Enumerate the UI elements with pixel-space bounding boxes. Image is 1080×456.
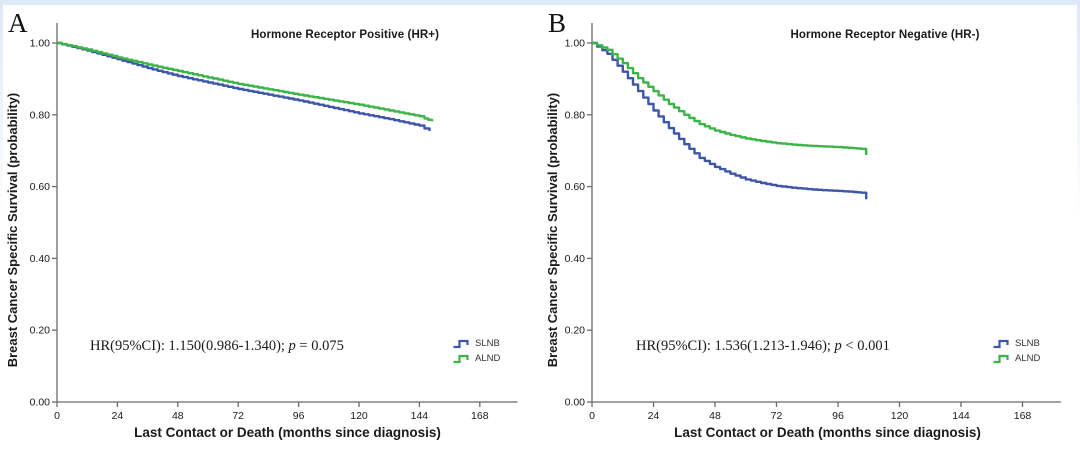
series-curve-alnd <box>57 41 434 122</box>
panel-letter-b: B <box>548 8 567 38</box>
x-tick-label: 72 <box>232 410 244 422</box>
x-tick-label: 96 <box>293 410 305 422</box>
legend: SLNB ALND <box>452 336 500 366</box>
step-line-icon <box>993 354 1009 364</box>
legend-label-slnb: SLNB <box>475 338 500 349</box>
x-tick-label: 72 <box>771 410 783 422</box>
y-tick-label: 0.40 <box>30 253 51 265</box>
legend-item-alnd: ALND <box>452 351 500 366</box>
series-curve-slnb <box>592 41 868 200</box>
x-tick-label: 0 <box>589 410 595 422</box>
legend-item-slnb: SLNB <box>452 336 500 351</box>
x-tick-label: 120 <box>891 410 909 422</box>
x-tick-label: 24 <box>112 410 124 422</box>
plot-title-hr-negative: Hormone Receptor Negative (HR-) <box>790 29 980 41</box>
panel-a: 0.00 0.20 0.40 0.60 0.80 1.00 0 24 48 72 96 120 144 1… <box>0 5 540 456</box>
series-curve-slnb <box>57 41 431 131</box>
y-tick-label: 0.60 <box>565 181 586 193</box>
x-tick-label: 144 <box>411 410 429 422</box>
x-tick-label: 168 <box>1014 410 1032 422</box>
legend-label-alnd: ALND <box>1015 353 1041 364</box>
annotation-text: HR(95%CI): 1.150(0.986-1.340); <box>90 338 289 354</box>
annotation-p-italic: p <box>288 338 296 354</box>
km-plot-hr-positive: 0.00 0.20 0.40 0.60 0.80 1.00 0 24 48 72 96 120 144 1… <box>30 23 518 422</box>
hazard-ratio-annotation: HR(95%CI): 1.536(1.213-1.946); p < 0.001 <box>636 338 890 355</box>
x-tick-label: 24 <box>648 410 660 422</box>
hazard-ratio-annotation: HR(95%CI): 1.150(0.986-1.340); p = 0.075 <box>90 338 344 355</box>
x-tick-label: 168 <box>471 410 489 422</box>
legend: SLNB ALND <box>992 336 1040 366</box>
y-axis-label: Breast Cancer Specific Survival (probabi… <box>5 92 20 368</box>
step-line-icon <box>453 354 469 364</box>
annotation-pvalue: = 0.075 <box>295 338 344 354</box>
page-right-strip <box>1077 0 1080 220</box>
annotation-p-italic: p <box>834 338 842 354</box>
panels-row: 0.00 0.20 0.40 0.60 0.80 1.00 0 24 48 72 96 120 144 1… <box>0 5 1080 456</box>
x-tick-label: 48 <box>172 410 184 422</box>
y-tick-label: 0.00 <box>30 397 51 409</box>
km-plot-hr-negative: 0.00 0.20 0.40 0.60 0.80 1.00 0 24 48 72 96 120 144 1… <box>565 23 1061 422</box>
x-tick-label: 144 <box>952 410 970 422</box>
legend-item-alnd: ALND <box>992 351 1040 366</box>
x-tick-label: 0 <box>54 410 60 422</box>
y-tick-label: 0.80 <box>30 109 51 121</box>
y-tick-label: 1.00 <box>30 38 51 50</box>
x-axis-label: Last Contact or Death (months since diag… <box>674 425 981 440</box>
y-tick-label: 0.40 <box>565 253 586 265</box>
y-tick-label: 0.60 <box>30 181 51 193</box>
y-tick-label: 0.20 <box>30 325 51 337</box>
y-tick-label: 0.00 <box>565 397 586 409</box>
step-line-icon <box>453 339 469 349</box>
step-line-icon <box>993 339 1009 349</box>
series-curve-alnd <box>592 41 868 155</box>
panel-b: 0.00 0.20 0.40 0.60 0.80 1.00 0 24 48 72 96 120 144 1… <box>540 5 1080 456</box>
plot-title-hr-positive: Hormone Receptor Positive (HR+) <box>250 29 440 41</box>
y-tick-label: 0.20 <box>565 325 586 337</box>
y-tick-label: 1.00 <box>565 38 586 50</box>
legend-label-slnb: SLNB <box>1015 338 1040 349</box>
page-left-strip <box>0 0 3 220</box>
x-tick-label: 120 <box>350 410 368 422</box>
x-axis-label: Last Contact or Death (months since diag… <box>134 425 441 440</box>
page-top-strip <box>0 0 1080 5</box>
annotation-pvalue: < 0.001 <box>841 338 890 354</box>
y-axis-label: Breast Cancer Specific Survival (probabi… <box>545 92 560 368</box>
annotation-text: HR(95%CI): 1.536(1.213-1.946); <box>636 338 835 354</box>
panel-letter-a: A <box>8 8 28 38</box>
legend-label-alnd: ALND <box>475 353 501 364</box>
y-tick-label: 0.80 <box>565 109 586 121</box>
legend-item-slnb: SLNB <box>992 336 1040 351</box>
x-tick-label: 96 <box>832 410 844 422</box>
x-tick-label: 48 <box>709 410 721 422</box>
